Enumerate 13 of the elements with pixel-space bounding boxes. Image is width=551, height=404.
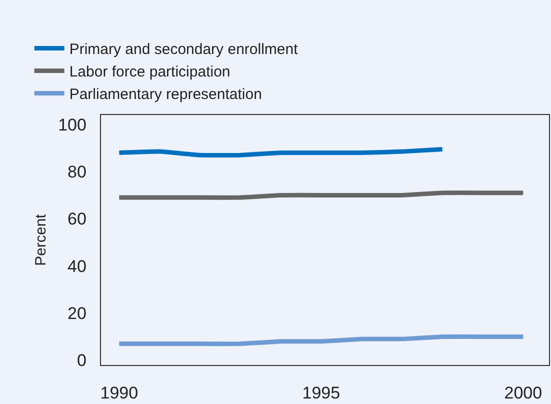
x-tick-label: 1990 [100, 384, 138, 403]
y-tick-label: 60 [68, 210, 86, 229]
x-tick-label: 1995 [302, 384, 340, 403]
y-tick-label: 100 [58, 115, 86, 134]
legend-label: Primary and secondary enrollment [69, 41, 299, 58]
legend-label: Parliamentary representation [69, 86, 262, 104]
y-tick-label: 0 [76, 351, 86, 370]
y-tick-label: 40 [68, 256, 86, 276]
y-axis-title: Percent [32, 213, 50, 266]
x-tick-label: 2000 [504, 384, 542, 403]
y-tick-label: 80 [68, 162, 86, 182]
y-tick-label: 20 [68, 304, 86, 324]
legend-label: Labor force participation [69, 64, 230, 81]
